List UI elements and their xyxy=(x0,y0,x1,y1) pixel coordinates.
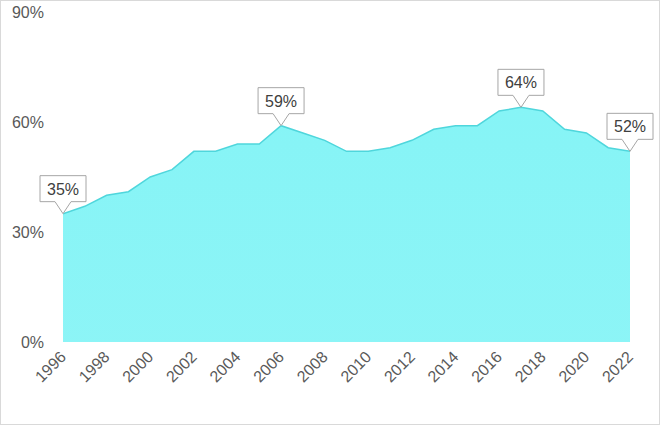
x-tick xyxy=(193,342,194,346)
x-tick-label: 2000 xyxy=(119,348,156,385)
y-tick-label: 90% xyxy=(12,4,44,21)
x-tick xyxy=(455,342,456,346)
x-tick xyxy=(630,342,631,346)
x-tick xyxy=(324,342,325,346)
x-tick xyxy=(542,342,543,346)
annotation-label: 52% xyxy=(614,118,646,135)
x-tick xyxy=(281,342,282,346)
callout xyxy=(498,69,544,107)
x-tick xyxy=(63,342,64,346)
x-tick xyxy=(586,342,587,346)
annotation-label: 59% xyxy=(265,93,297,110)
x-tick xyxy=(499,342,500,346)
x-tick-label: 2010 xyxy=(337,348,374,385)
x-tick-label: 2022 xyxy=(599,348,636,385)
callout xyxy=(607,113,653,151)
callout xyxy=(258,88,304,126)
x-tick xyxy=(150,342,151,346)
x-tick-label: 1996 xyxy=(32,348,69,385)
y-tick-label: 30% xyxy=(12,224,44,241)
x-tick-label: 2004 xyxy=(206,348,243,385)
y-tick xyxy=(60,232,63,233)
x-tick-label: 2006 xyxy=(250,348,287,385)
plot-area xyxy=(63,107,630,342)
x-tick-label: 2014 xyxy=(424,348,461,385)
x-tick-label: 2020 xyxy=(555,348,592,385)
x-tick xyxy=(106,342,107,346)
chart: 0%30%60%90%19961998200020022004200620082… xyxy=(0,0,660,425)
x-tick xyxy=(368,342,369,346)
x-tick-label: 1998 xyxy=(76,348,113,385)
annotation-label: 35% xyxy=(47,181,79,198)
area xyxy=(63,107,630,342)
x-tick-label: 2008 xyxy=(294,348,331,385)
y-tick xyxy=(60,122,63,123)
y-tick-label: 0% xyxy=(21,334,44,351)
x-tick-label: 2012 xyxy=(381,348,418,385)
x-tick xyxy=(237,342,238,346)
x-tick-label: 2018 xyxy=(512,348,549,385)
y-tick xyxy=(60,12,63,13)
area-line xyxy=(63,107,630,213)
callout xyxy=(40,176,86,214)
annotation-label: 64% xyxy=(505,74,537,91)
frame xyxy=(1,1,660,425)
x-tick-label: 2016 xyxy=(468,348,505,385)
x-tick xyxy=(411,342,412,346)
y-tick-label: 60% xyxy=(12,114,44,131)
x-tick-label: 2002 xyxy=(163,348,200,385)
